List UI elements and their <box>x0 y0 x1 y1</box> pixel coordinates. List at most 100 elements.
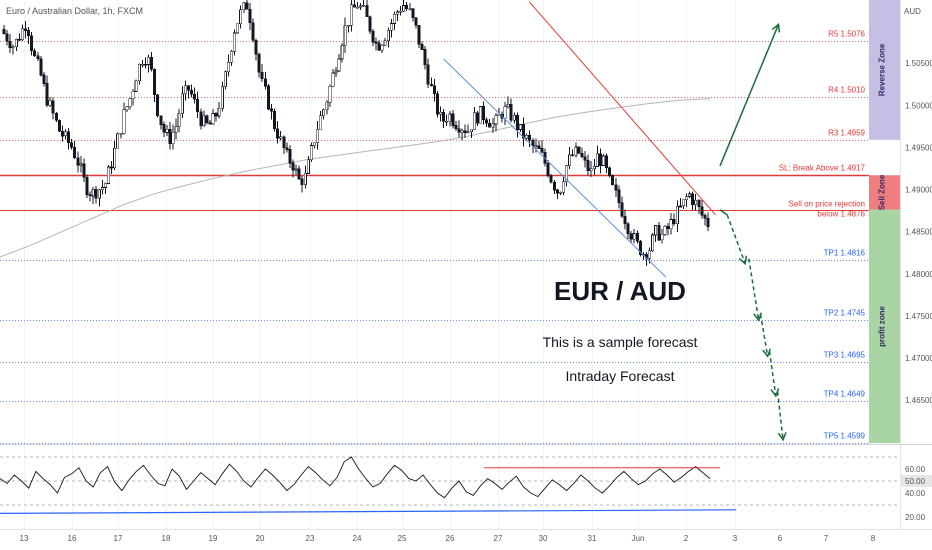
time-tick-label: 30 <box>539 534 548 543</box>
forecast-arrow-bearish-leg <box>748 258 760 321</box>
candle-body <box>494 115 498 125</box>
candle-body <box>220 86 224 109</box>
zone-label-reverse: Reverse Zone <box>878 43 887 96</box>
price-axis[interactable]: 1.50500 1.50000 1.49500 1.49000 1.48500 1.480… <box>905 59 932 405</box>
candle-body <box>592 166 596 170</box>
candle-body <box>558 192 562 194</box>
levels-layer <box>0 41 869 444</box>
forecast-arrow-bearish-head <box>770 388 780 398</box>
candle-body <box>88 194 92 197</box>
candle-body <box>20 28 24 40</box>
forecast-arrow-bearish-leg <box>776 391 784 440</box>
time-tick-label: 18 <box>162 534 171 543</box>
time-tick-label: 7 <box>824 534 829 543</box>
candle-body <box>312 142 316 146</box>
level-label-sell: Sell on price rejection <box>789 200 865 209</box>
candle-body <box>614 184 618 191</box>
zone-profit <box>869 209 900 444</box>
candle-body <box>684 196 688 201</box>
candle-body <box>150 57 154 70</box>
candle-body <box>678 205 682 208</box>
candle-body <box>226 61 230 73</box>
forecast-arrow-bearish-head <box>777 432 787 442</box>
candle-body <box>432 85 436 95</box>
candle-body <box>605 155 609 168</box>
forecast-arrow-bullish-head <box>771 22 781 33</box>
candle-body <box>316 128 320 143</box>
candle-body <box>374 41 378 44</box>
time-axis[interactable]: 13 16 17 18 19 20 23 24 25 26 27 30 31 Jun 2 3 6 7 8 <box>20 534 876 543</box>
candle-body <box>445 120 449 123</box>
candle-body <box>352 4 356 8</box>
candle-body <box>30 35 34 51</box>
candle-body <box>230 50 234 63</box>
candle-body <box>395 11 399 15</box>
candle-body <box>294 168 298 171</box>
price-tick-label: 1.50000 <box>905 101 932 110</box>
candle-body <box>426 64 430 85</box>
candle-body <box>223 71 227 87</box>
candle-body <box>269 108 273 112</box>
candle-body <box>107 166 111 184</box>
candle-body <box>512 115 516 121</box>
candle-body <box>193 93 197 100</box>
candle-body <box>202 115 206 127</box>
candle-body <box>620 202 624 217</box>
candle-body <box>251 22 255 41</box>
candle-body <box>466 131 470 133</box>
candle-body <box>245 2 249 10</box>
candle-body <box>703 214 707 219</box>
level-label-tp3: TP3 1.4695 <box>824 351 866 360</box>
candle-body <box>386 29 390 42</box>
candle-body <box>583 156 587 161</box>
candle-body <box>586 160 590 172</box>
symbol-label[interactable]: Euro / Australian Dollar, 1h, FXCM <box>6 6 143 16</box>
candle-body <box>85 177 89 196</box>
candle-body <box>537 145 541 149</box>
candle-body <box>414 17 418 26</box>
candle-body <box>475 112 479 124</box>
time-tick-label: 20 <box>256 534 265 543</box>
candle-body <box>629 233 633 240</box>
candle-body <box>199 111 203 126</box>
candle-body <box>451 113 455 126</box>
trendlines-layer <box>443 1 716 278</box>
candle-body <box>506 103 510 108</box>
forecast-arrow-bearish-head <box>738 255 748 266</box>
candle-body <box>159 115 163 125</box>
price-tick-label: 1.47000 <box>905 354 932 363</box>
candle-body <box>60 131 64 137</box>
candle-body <box>177 113 181 127</box>
chart-subtitle: This is a sample forecast <box>543 334 698 350</box>
candle-body <box>420 43 424 50</box>
time-tick-label: 3 <box>733 534 738 543</box>
candle-body <box>648 250 652 259</box>
candle-body <box>174 126 178 133</box>
candle-body <box>236 23 240 34</box>
time-tick-label: 16 <box>68 534 77 543</box>
level-label-sell-2: below 1.4876 <box>817 210 865 219</box>
candle-body <box>328 86 332 103</box>
candle-body <box>122 109 126 134</box>
candle-body <box>362 4 366 7</box>
time-tick-label: Jun <box>632 534 645 543</box>
rsi-tick-label: 40.00 <box>905 489 926 498</box>
candle-body <box>153 68 157 95</box>
candle-body <box>73 147 77 159</box>
candle-body <box>51 100 55 114</box>
time-tick-label: 24 <box>353 534 362 543</box>
forecast-arrows-layer <box>719 22 787 442</box>
price-tick-label: 1.49000 <box>905 186 932 195</box>
candle-body <box>672 219 676 224</box>
level-label-tp1: TP1 1.4816 <box>824 249 866 258</box>
candle-body <box>697 200 701 207</box>
candle-body <box>346 24 350 27</box>
rsi-tick-label: 50.00 <box>905 477 926 486</box>
forecast-arrow-bullish <box>719 24 780 167</box>
rsi-support-line <box>0 509 737 515</box>
level-label-tp4: TP4 1.4649 <box>824 390 866 399</box>
candle-body <box>27 30 31 36</box>
zone-sell <box>869 175 900 210</box>
price-tick-label: 1.48500 <box>905 228 932 237</box>
